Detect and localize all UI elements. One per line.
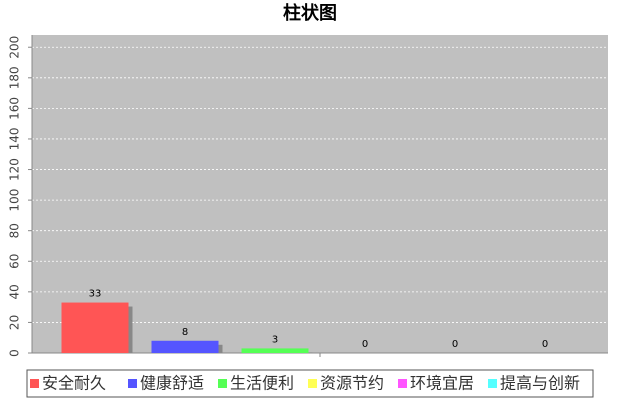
plot-area: [32, 35, 608, 353]
y-tick-label: 20: [8, 315, 22, 330]
legend-swatch: [308, 379, 317, 388]
y-tick-label: 140: [8, 128, 22, 151]
y-tick-label: 0: [8, 349, 22, 357]
legend-label: 健康舒适: [140, 374, 204, 393]
data-label: 8: [182, 327, 188, 338]
legend-label: 资源节约: [320, 374, 384, 393]
data-label: 33: [89, 289, 102, 300]
data-label: 0: [452, 339, 458, 350]
bar: [241, 348, 309, 353]
data-label: 3: [272, 334, 278, 345]
bar: [151, 340, 219, 353]
chart-title: 柱状图: [283, 2, 337, 24]
legend-swatch: [128, 379, 137, 388]
y-tick-label: 60: [8, 254, 22, 269]
legend-label: 安全耐久: [42, 374, 106, 393]
y-tick-label: 160: [8, 97, 22, 120]
legend-swatch: [488, 379, 497, 388]
bar: [61, 302, 129, 353]
legend-swatch: [30, 379, 39, 388]
legend-label: 生活便利: [230, 374, 294, 393]
y-tick-label: 40: [8, 284, 22, 299]
legend-swatch: [218, 379, 227, 388]
legend-label: 提高与创新: [500, 374, 580, 393]
data-label: 0: [542, 339, 548, 350]
legend-label: 环境宜居: [410, 374, 474, 393]
y-tick-label: 80: [8, 223, 22, 238]
y-tick-label: 200: [8, 36, 22, 59]
y-tick-label: 180: [8, 66, 22, 89]
y-tick-label: 100: [8, 189, 22, 212]
legend-swatch: [398, 379, 407, 388]
data-label: 0: [362, 339, 368, 350]
y-tick-label: 120: [8, 158, 22, 181]
